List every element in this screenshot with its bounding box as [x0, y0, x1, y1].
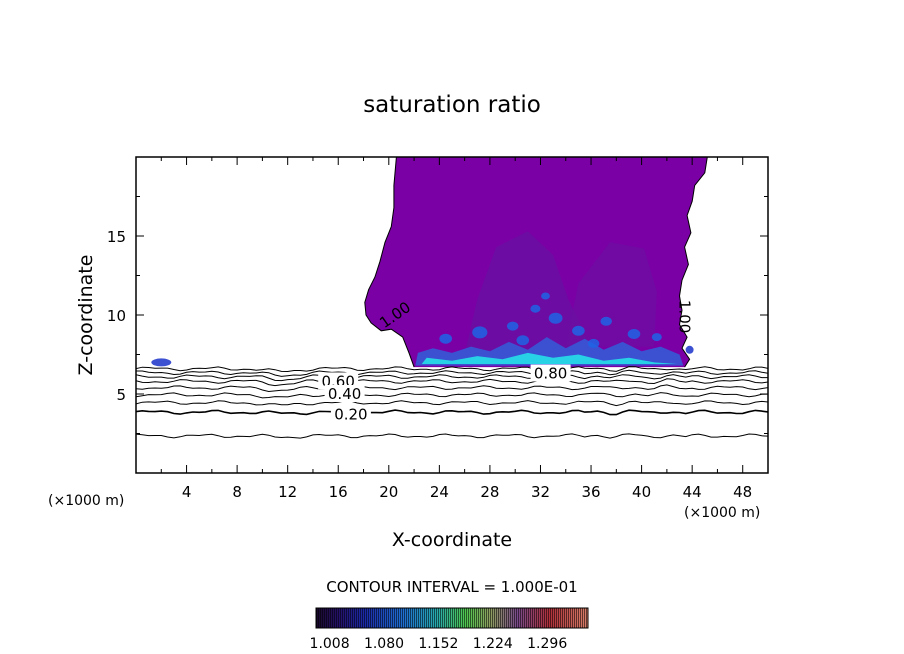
- supersaturation-cell: [472, 326, 488, 339]
- colorbar-tick-label: 1.296: [527, 636, 567, 652]
- x-tick-label: 16: [329, 483, 348, 501]
- x-unit-right: (×1000 m): [684, 505, 760, 521]
- contour-line: [364, 157, 708, 368]
- x-tick-label: 36: [581, 483, 600, 501]
- supersaturation-cell: [548, 312, 563, 324]
- peak-supersaturation-band: [421, 352, 677, 364]
- x-tick-label: 4: [182, 483, 192, 501]
- contour-interval-label: CONTOUR INTERVAL = 1.000E-01: [326, 578, 577, 596]
- saturation-field: [151, 157, 708, 368]
- supersaturation-cell: [516, 335, 530, 346]
- inner-plume-structure: [565, 242, 657, 347]
- supersaturation-cell: [541, 292, 550, 300]
- x-tick-label: 44: [683, 483, 702, 501]
- contour-label: 1.00: [676, 300, 694, 333]
- isolated-saturated-patch: [685, 345, 694, 354]
- supersaturation-cell: [587, 338, 600, 348]
- contour-label: 0.40: [328, 385, 361, 403]
- contour-line: [136, 384, 768, 393]
- supersaturation-cell: [600, 316, 612, 326]
- colorbar-labels: 1.008 1.080 1.152 1.224 1.296: [310, 636, 568, 652]
- x-tick-label: 20: [379, 483, 398, 501]
- colorbar-stripes: [316, 608, 588, 628]
- supersaturation-cell: [507, 321, 519, 331]
- chart-title: saturation ratio: [363, 92, 541, 118]
- contour-line: [136, 378, 768, 387]
- supersaturation-cell: [439, 333, 453, 344]
- x-tick-label: 32: [531, 483, 550, 501]
- x-tick-label: 40: [632, 483, 651, 501]
- supersaturation-cell: [651, 333, 662, 342]
- isolated-saturated-patch: [151, 358, 172, 367]
- x-tick-label: 8: [232, 483, 242, 501]
- contour-lines: [136, 157, 768, 439]
- contour-line: [136, 409, 768, 416]
- colorbar-frame: [315, 607, 589, 629]
- contour-line: [136, 400, 768, 407]
- colorbar-tick-label: 1.008: [310, 636, 350, 652]
- contour-label-bg: [324, 385, 365, 402]
- colorbar-tick-label: 1.080: [364, 636, 404, 652]
- contour-line: [136, 366, 768, 373]
- contour-label: 0.20: [334, 406, 367, 424]
- x-tick-label: 48: [733, 483, 752, 501]
- colorbar: [315, 607, 589, 629]
- y-axis-label: Z-coordinate: [75, 255, 97, 376]
- y-tick-label: 15: [107, 228, 126, 246]
- contour-label: 0.80: [534, 365, 567, 383]
- contour-line: [136, 369, 768, 377]
- x-tick-label: 28: [480, 483, 499, 501]
- inner-plume-structure: [464, 231, 591, 355]
- x-tick-label: 24: [430, 483, 449, 501]
- y-tick-label: 5: [116, 386, 126, 404]
- supersaturation-cell: [572, 325, 585, 336]
- contour-line: [136, 392, 768, 399]
- x-tick-label: 12: [278, 483, 297, 501]
- x-axis-label: X-coordinate: [392, 529, 512, 551]
- y-tick-label: 10: [107, 307, 126, 325]
- supersaturation-cell: [627, 329, 641, 339]
- contour-label-bg: [330, 405, 371, 423]
- contour-line: [136, 374, 768, 382]
- supersaturation-cell: [530, 304, 541, 313]
- contour-label-bg: [530, 364, 571, 382]
- x-unit-left: (×1000 m): [48, 493, 124, 509]
- contour-labels: 1.00 1.000.800.600.400.20: [318, 298, 694, 424]
- colorbar-tick-label: 1.224: [473, 636, 513, 652]
- contour-line: [136, 433, 768, 439]
- colorbar-tick-label: 1.152: [418, 636, 458, 652]
